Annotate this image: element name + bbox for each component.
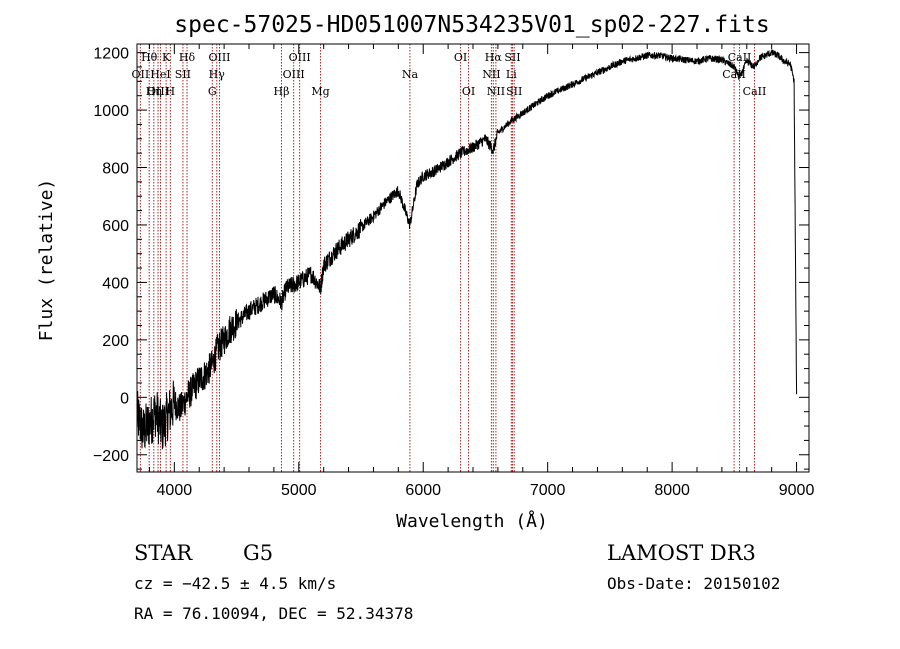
plot-frame bbox=[136, 43, 810, 473]
y-tick-label: 400 bbox=[102, 275, 129, 292]
line-marker-label: OIII bbox=[283, 68, 305, 81]
spectrum-series bbox=[136, 49, 798, 450]
y-tick-label: 600 bbox=[102, 218, 129, 235]
line-marker-label: Hα bbox=[485, 51, 503, 64]
x-tick-label: 9000 bbox=[779, 482, 815, 499]
line-marker-label: OIII bbox=[208, 51, 230, 64]
y-tick-label: 200 bbox=[102, 333, 129, 350]
line-marker-label: SII bbox=[175, 68, 191, 81]
x-tick-label: 5000 bbox=[281, 482, 317, 499]
axis-ticks: 4000 5000 6000 7000 8000 9000 −200 0 200 400 600 80… bbox=[93, 44, 815, 499]
line-marker-label: OIII bbox=[147, 85, 169, 98]
line-marker-label: OI bbox=[462, 85, 475, 98]
line-marker-label: Hδ bbox=[179, 51, 196, 64]
line-marker-label: H bbox=[166, 85, 176, 98]
line-marker-label: OII bbox=[132, 68, 150, 81]
line-marker-label: G bbox=[208, 85, 217, 98]
x-tick-label: 7000 bbox=[530, 482, 566, 499]
line-marker-label: Hθ bbox=[141, 51, 158, 64]
x-tick-label: 4000 bbox=[157, 482, 193, 499]
obs-date: Obs-Date: 20150102 bbox=[607, 574, 780, 593]
x-axis-label: Wavelength (Å) bbox=[396, 510, 548, 532]
x-tick-label: 6000 bbox=[405, 482, 441, 499]
line-marker-label: Hβ bbox=[274, 85, 290, 98]
line-marker-label: Hη bbox=[146, 85, 162, 98]
chart-title: spec-57025-HD051007N534235V01_sp02-227.f… bbox=[174, 12, 769, 38]
line-marker-label: CaII bbox=[743, 85, 767, 98]
line-marker-label: NII bbox=[482, 68, 500, 81]
object-class: STAR bbox=[134, 541, 193, 565]
ra-dec: RA = 76.10094, DEC = 52.34378 bbox=[134, 604, 413, 623]
line-marker-label: OI bbox=[454, 51, 467, 64]
line-marker-label: Hγ bbox=[209, 68, 226, 81]
line-marker-layer bbox=[139, 44, 755, 472]
object-subclass: G5 bbox=[243, 541, 273, 565]
redshift-cz: cz = −42.5 ± 4.5 km/s bbox=[134, 574, 336, 593]
y-tick-label: −200 bbox=[93, 448, 129, 465]
line-marker-label: OIII bbox=[289, 51, 311, 64]
line-marker-label: Mg bbox=[311, 85, 329, 98]
line-marker-label: SII bbox=[506, 85, 522, 98]
line-marker-label: CaII bbox=[722, 68, 746, 81]
line-marker-label: HeI bbox=[150, 68, 170, 81]
line-marker-label: Li bbox=[506, 68, 517, 81]
line-marker-label: K bbox=[162, 51, 171, 64]
y-tick-label: 1200 bbox=[93, 46, 129, 63]
line-marker-label: NII bbox=[487, 85, 505, 98]
survey-name: LAMOST DR3 bbox=[607, 541, 756, 565]
line-marker-label: CaII bbox=[728, 51, 752, 64]
spectrum-layer bbox=[136, 49, 798, 450]
y-axis-label: Flux (relative) bbox=[36, 179, 57, 342]
y-tick-label: 0 bbox=[120, 390, 129, 407]
x-tick-label: 8000 bbox=[654, 482, 690, 499]
y-tick-label: 1000 bbox=[93, 103, 129, 120]
line-marker-label: Na bbox=[402, 68, 419, 81]
y-tick-label: 800 bbox=[102, 161, 129, 178]
line-marker-label: SII bbox=[504, 51, 520, 64]
